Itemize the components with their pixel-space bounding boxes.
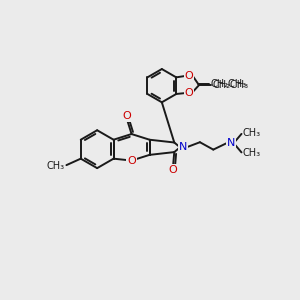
Text: O: O (184, 70, 193, 80)
Text: O: O (169, 165, 178, 175)
Text: O: O (184, 88, 193, 98)
Text: N: N (179, 142, 188, 152)
Text: O: O (122, 111, 131, 121)
Text: CH₂CH₃: CH₂CH₃ (210, 79, 247, 88)
Text: CH₂CH₃: CH₂CH₃ (212, 80, 248, 90)
Text: O: O (127, 156, 136, 166)
Text: CH₃: CH₃ (243, 148, 261, 158)
Text: CH₃: CH₃ (243, 128, 261, 138)
Text: N: N (226, 138, 235, 148)
Text: CH₃: CH₃ (46, 161, 64, 171)
